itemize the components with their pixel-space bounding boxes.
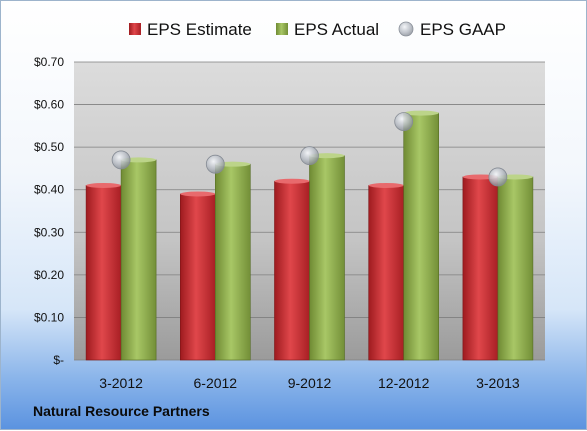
bar-eps-actual-cap [403, 110, 439, 116]
x-tick-label: 12-2012 [378, 375, 430, 391]
bar-eps-actual [497, 176, 534, 361]
y-tick-label: $0.60 [34, 98, 64, 112]
legend-swatch-actual [276, 23, 288, 35]
bar-eps-actual [215, 163, 251, 361]
bars [85, 110, 534, 361]
y-axis: $- $0.10 $0.20 $0.30 $0.40 $0.50 $0.60 $0.70 [34, 55, 64, 367]
bar-eps-estimate [85, 185, 122, 361]
x-tick-label: 3-2012 [99, 375, 143, 391]
bar-eps-estimate-cap [274, 178, 310, 184]
y-tick-label: $0.70 [34, 55, 64, 69]
bar-eps-estimate [462, 176, 499, 361]
gaap-markers [111, 112, 508, 187]
marker-eps-gaap [394, 112, 414, 131]
x-tick-label: 9-2012 [288, 375, 332, 391]
y-tick-label: $- [53, 353, 64, 367]
bar-eps-actual [120, 159, 157, 361]
bar-eps-estimate-cap [180, 191, 216, 197]
y-tick-label: $0.30 [34, 225, 64, 239]
bar-eps-actual [403, 112, 440, 361]
y-tick-label: $0.50 [34, 140, 64, 154]
marker-eps-gaap [111, 150, 131, 170]
marker-eps-gaap [488, 167, 508, 187]
y-tick-label: $0.10 [34, 310, 64, 324]
legend: EPS Estimate EPS Actual EPS GAAP [129, 20, 506, 39]
legend-label-actual: EPS Actual [294, 20, 379, 39]
bar-eps-estimate [180, 193, 216, 361]
legend-label-estimate: EPS Estimate [147, 20, 252, 39]
x-tick-label: 6-2012 [194, 375, 238, 391]
bar-eps-actual [309, 155, 345, 361]
bar-eps-estimate [274, 180, 310, 361]
y-tick-label: $0.40 [34, 183, 64, 197]
legend-label-gaap: EPS GAAP [420, 20, 506, 39]
marker-eps-gaap [300, 146, 319, 166]
x-tick-label: 3-2013 [476, 375, 520, 391]
bar-eps-estimate [368, 185, 405, 361]
y-tick-label: $0.20 [34, 268, 64, 282]
legend-swatch-gaap [398, 21, 414, 37]
bar-eps-estimate-cap [86, 182, 122, 188]
company-name: Natural Resource Partners [33, 403, 210, 419]
legend-swatch-estimate [129, 23, 141, 35]
x-axis: 3-2012 6-2012 9-2012 12-2012 3-2013 [99, 375, 520, 391]
marker-eps-gaap [205, 154, 225, 174]
bar-eps-estimate-cap [368, 182, 404, 188]
